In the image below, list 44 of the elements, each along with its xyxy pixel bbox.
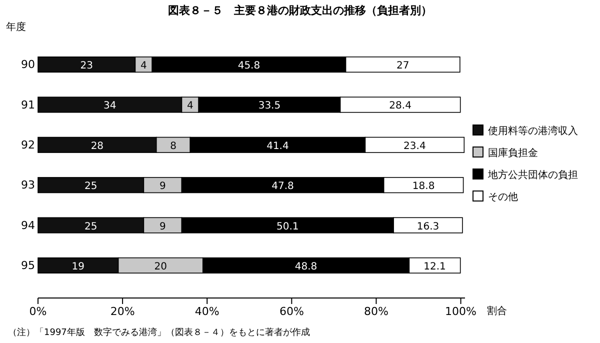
x-tick-label: 0%	[29, 304, 47, 318]
text: （注）「1997年版 数字でみる港湾」（図表８－４）をもとに著者が作成	[8, 327, 310, 338]
data-label: 47.8	[272, 181, 294, 192]
data-label: 16.3	[416, 221, 440, 232]
data-label: 4	[187, 100, 194, 112]
data-label: 48.8	[294, 261, 318, 272]
data-label: 28	[90, 140, 104, 152]
data-label: 50.1	[276, 221, 299, 232]
data-label: 28.4	[389, 100, 412, 112]
legend-label: その他	[488, 191, 518, 203]
y-tick-label: 95	[21, 258, 35, 272]
data-label: 25	[84, 221, 98, 232]
data-label: 9	[160, 221, 166, 232]
x-tick-label: 100%	[445, 304, 476, 318]
legend-label: 国庫負担金	[488, 147, 538, 159]
legend-label: 地方公共団体の負担	[487, 169, 578, 181]
data-label: 25	[84, 181, 98, 192]
data-label: 23	[80, 60, 93, 72]
data-label: 27	[396, 60, 410, 72]
data-label: 19	[72, 261, 85, 272]
data-label: 20	[154, 261, 167, 272]
chart-title: 図表８－５ 主要８港の財政支出の推移（負担者別）	[168, 4, 432, 17]
data-label: 4	[140, 60, 147, 72]
y-tick-label: 92	[21, 138, 35, 152]
data-label: 33.5	[258, 100, 281, 112]
data-label: 41.4	[266, 140, 289, 152]
y-axis-title: 年度	[6, 21, 26, 33]
y-tick-label: 94	[21, 218, 35, 232]
x-tick-label: 40%	[194, 304, 220, 318]
x-tick-label: 80%	[364, 304, 388, 318]
data-label: 18.8	[412, 181, 435, 192]
x-tick-label: 60%	[279, 304, 304, 318]
data-label: 23.4	[404, 140, 426, 152]
data-label: 9	[160, 181, 166, 192]
data-label: 12.1	[424, 261, 446, 272]
x-axis-title: 割合	[487, 305, 507, 317]
data-label: 8	[170, 140, 176, 152]
y-tick-label: 90	[21, 58, 35, 72]
y-tick-label: 91	[21, 98, 35, 112]
y-tick-label: 93	[21, 178, 35, 192]
x-tick-label: 20%	[110, 304, 135, 318]
legend-label: 使用料等の港湾収入	[488, 125, 578, 137]
data-label: 34	[104, 100, 116, 112]
data-label: 45.8	[238, 60, 260, 72]
